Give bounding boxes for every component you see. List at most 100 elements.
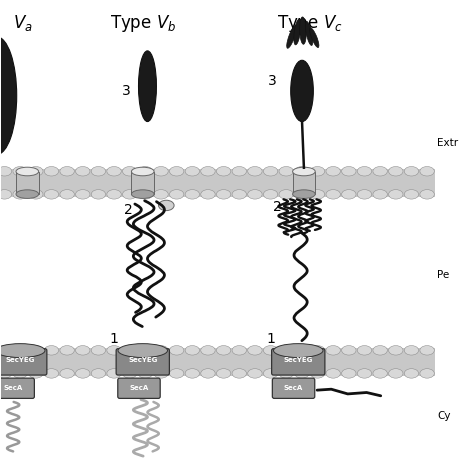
Ellipse shape [107, 369, 121, 378]
Ellipse shape [91, 190, 106, 199]
Text: Pe: Pe [438, 270, 449, 280]
Ellipse shape [217, 346, 231, 355]
Ellipse shape [295, 166, 309, 176]
Ellipse shape [60, 166, 74, 176]
Ellipse shape [44, 166, 59, 176]
Ellipse shape [16, 190, 38, 199]
Ellipse shape [0, 36, 17, 155]
Ellipse shape [91, 346, 106, 355]
Ellipse shape [232, 369, 246, 378]
Ellipse shape [264, 166, 278, 176]
Ellipse shape [60, 369, 74, 378]
Ellipse shape [389, 346, 403, 355]
Ellipse shape [107, 346, 121, 355]
Ellipse shape [138, 190, 153, 199]
Ellipse shape [154, 346, 168, 355]
Ellipse shape [389, 369, 403, 378]
Ellipse shape [373, 190, 387, 199]
FancyBboxPatch shape [116, 349, 169, 375]
Text: SecYEG: SecYEG [128, 357, 157, 363]
Ellipse shape [158, 200, 174, 210]
Ellipse shape [131, 167, 154, 176]
Ellipse shape [273, 344, 323, 357]
Ellipse shape [122, 369, 137, 378]
Ellipse shape [279, 346, 293, 355]
Ellipse shape [0, 346, 12, 355]
Ellipse shape [264, 190, 278, 199]
Ellipse shape [279, 166, 293, 176]
Ellipse shape [0, 166, 12, 176]
Text: 1: 1 [109, 332, 118, 346]
Ellipse shape [122, 166, 137, 176]
Ellipse shape [264, 369, 278, 378]
Text: SecA: SecA [3, 385, 23, 391]
Ellipse shape [420, 346, 434, 355]
Ellipse shape [75, 346, 90, 355]
FancyBboxPatch shape [272, 349, 325, 375]
Ellipse shape [170, 190, 184, 199]
Ellipse shape [107, 190, 121, 199]
Ellipse shape [154, 369, 168, 378]
Ellipse shape [310, 369, 325, 378]
FancyBboxPatch shape [0, 349, 47, 375]
Ellipse shape [291, 60, 313, 121]
Ellipse shape [232, 166, 246, 176]
Ellipse shape [91, 369, 106, 378]
Ellipse shape [0, 190, 12, 199]
Ellipse shape [0, 344, 45, 357]
Text: SecA: SecA [129, 385, 149, 391]
Ellipse shape [326, 369, 340, 378]
Ellipse shape [44, 190, 59, 199]
Ellipse shape [300, 17, 306, 44]
Ellipse shape [60, 190, 74, 199]
FancyBboxPatch shape [118, 378, 160, 398]
Ellipse shape [294, 19, 301, 45]
Ellipse shape [295, 190, 309, 199]
Ellipse shape [201, 190, 215, 199]
Bar [131, 172, 154, 194]
Ellipse shape [420, 190, 434, 199]
Ellipse shape [310, 166, 325, 176]
Ellipse shape [357, 166, 372, 176]
Text: SecYEG: SecYEG [283, 357, 313, 363]
Ellipse shape [44, 346, 59, 355]
Ellipse shape [28, 166, 43, 176]
Ellipse shape [91, 166, 106, 176]
Ellipse shape [44, 369, 59, 378]
Ellipse shape [138, 369, 153, 378]
Text: $V_a$: $V_a$ [13, 13, 33, 33]
Ellipse shape [404, 346, 419, 355]
Ellipse shape [75, 369, 90, 378]
Ellipse shape [342, 369, 356, 378]
Text: 3: 3 [122, 84, 131, 98]
Ellipse shape [420, 369, 434, 378]
Ellipse shape [357, 369, 372, 378]
Ellipse shape [60, 346, 74, 355]
Ellipse shape [138, 51, 156, 121]
Ellipse shape [373, 369, 387, 378]
Ellipse shape [310, 190, 325, 199]
Text: Type $V_c$: Type $V_c$ [277, 13, 343, 34]
Ellipse shape [232, 346, 246, 355]
Ellipse shape [404, 369, 419, 378]
Ellipse shape [292, 167, 315, 176]
Ellipse shape [28, 369, 43, 378]
Ellipse shape [185, 190, 200, 199]
Ellipse shape [0, 369, 12, 378]
Ellipse shape [357, 190, 372, 199]
Text: SecYEG: SecYEG [6, 357, 35, 363]
Ellipse shape [310, 28, 319, 47]
Ellipse shape [305, 21, 313, 46]
Ellipse shape [28, 346, 43, 355]
Text: Cy: Cy [438, 411, 451, 421]
Ellipse shape [201, 166, 215, 176]
Ellipse shape [154, 166, 168, 176]
Bar [16, 172, 38, 194]
Ellipse shape [279, 369, 293, 378]
Ellipse shape [342, 346, 356, 355]
Ellipse shape [248, 166, 262, 176]
Text: 1: 1 [266, 332, 275, 346]
Ellipse shape [138, 346, 153, 355]
FancyBboxPatch shape [273, 378, 315, 398]
Ellipse shape [326, 190, 340, 199]
